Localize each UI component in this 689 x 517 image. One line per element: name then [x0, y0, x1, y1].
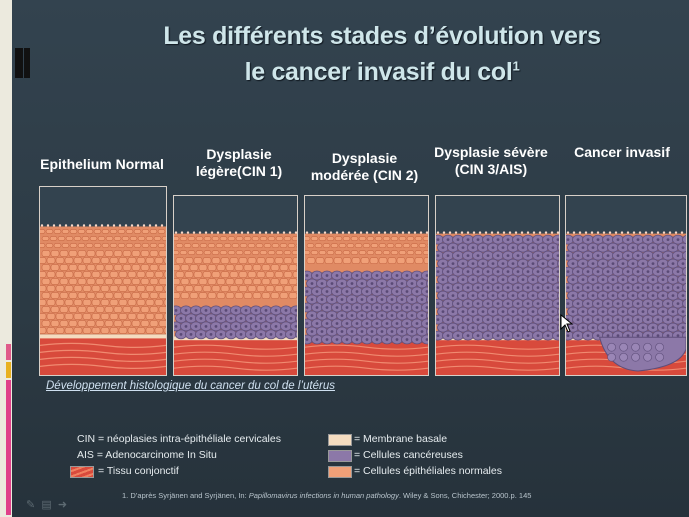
- reference-prefix: 1. D’après Syrjänen and Syrjänen, In:: [122, 491, 249, 500]
- control-handle-2[interactable]: [24, 48, 30, 78]
- stage-label-2: Dysplasie modérée (CIN 2): [310, 150, 419, 183]
- panel-invasive-illustration: [566, 196, 686, 375]
- panel-invasive: [565, 195, 687, 376]
- slide-nav-controls[interactable]: ✎ ▤ ➜: [26, 498, 67, 511]
- accent-bar-pink: [6, 344, 11, 360]
- panel-cin3: [435, 195, 560, 376]
- panel-normal-illustration: [40, 187, 166, 375]
- accent-bar-magenta: [6, 380, 11, 515]
- legend-ais: AIS = Adenocarcinome In Situ: [77, 449, 217, 461]
- swatch-normales: [328, 466, 352, 478]
- next-arrow-icon[interactable]: ➜: [57, 499, 68, 511]
- slide-title-line2: le cancer invasif du col1: [82, 58, 682, 87]
- legend-cin: CIN = néoplasies intra-épithéliale cervi…: [77, 433, 281, 445]
- stage-label-3: Dysplasie sévère (CIN 3/AIS): [434, 144, 548, 177]
- legend-cancereuses: = Cellules cancéreuses: [354, 449, 463, 461]
- panel-cin1-illustration: [174, 196, 297, 375]
- slide-title-line1: Les différents stades d’évolution vers: [163, 22, 601, 50]
- slide-title-text: le cancer invasif du col: [244, 58, 513, 86]
- panel-cin2: [304, 195, 429, 376]
- panel-cin1: [173, 195, 298, 376]
- panel-cin2-illustration: [305, 196, 428, 375]
- diagram-caption: Développement histologique du cancer du …: [46, 380, 335, 392]
- title-footnote-mark: 1: [512, 58, 520, 74]
- reference-footnote: 1. D’après Syrjänen and Syrjänen, In: Pa…: [122, 491, 531, 500]
- swatch-cancereuses: [328, 450, 352, 462]
- menu-icon[interactable]: ▤: [41, 499, 52, 511]
- panel-normal: [39, 186, 167, 376]
- stage-label-1: Dysplasie légère(CIN 1): [195, 146, 283, 179]
- stage-label-4: Cancer invasif: [574, 144, 670, 160]
- swatch-membrane: [328, 434, 352, 446]
- legend-tissu: = Tissu conjonctif: [98, 465, 179, 477]
- stage-label-0: Epithelium Normal: [40, 156, 164, 172]
- legend-normales: = Cellules épithéliales normales: [354, 465, 502, 477]
- left-toolbar: [0, 0, 12, 517]
- panel-cin3-illustration: [436, 196, 559, 375]
- reference-title: Papillomavirus infections in human patho…: [248, 491, 399, 500]
- slide: Les différents stades d’évolution vers l…: [12, 0, 689, 517]
- control-handle[interactable]: [15, 48, 23, 78]
- pen-icon[interactable]: ✎: [26, 499, 36, 511]
- legend-membrane: = Membrane basale: [354, 433, 448, 445]
- reference-suffix: . Wiley & Sons, Chichester; 2000.p. 145: [398, 491, 532, 500]
- swatch-tissu: [70, 466, 94, 478]
- mouse-cursor-icon: [560, 314, 574, 333]
- accent-bar-yellow: [6, 362, 11, 378]
